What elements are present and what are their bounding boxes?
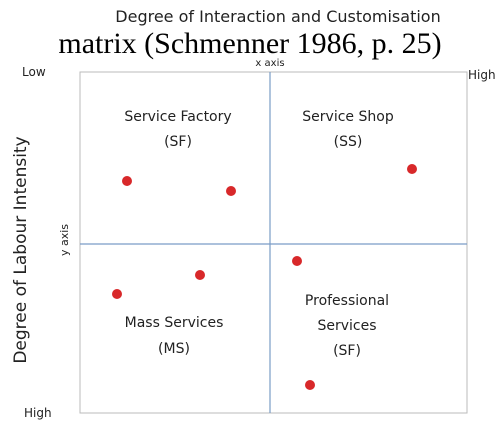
x-low: Low [22, 65, 46, 79]
y-axis-name: y axis [58, 224, 71, 256]
quadrant-label: (MS) [158, 341, 190, 357]
quadrant-label: Mass Services [125, 315, 224, 331]
y-axis-label: Degree of Labour Intensity [11, 136, 31, 363]
dots [112, 164, 417, 390]
title: Degree of Interaction and Customisation [115, 7, 440, 26]
quadrant-label: (SF) [164, 134, 192, 150]
quadrant-label: (SS) [334, 134, 363, 150]
quadrant-label: Service Factory [124, 109, 231, 125]
quadrant-label: Service Shop [302, 109, 394, 125]
dot [122, 176, 132, 186]
dot [195, 270, 205, 280]
dot [305, 380, 315, 390]
caption: matrix (Schmenner 1986, p. 25) [58, 27, 441, 60]
x-axis-name: x axis [255, 58, 284, 69]
y-high: High [24, 406, 52, 420]
quadrant-label: (SF) [333, 343, 361, 359]
dot [226, 186, 236, 196]
dot [407, 164, 417, 174]
frame [79, 71, 468, 414]
dot [112, 289, 122, 299]
dot [292, 256, 302, 266]
x-high: High [468, 68, 496, 82]
quadrant-label: Professional [305, 293, 389, 309]
quadrant-label: Services [317, 318, 376, 334]
